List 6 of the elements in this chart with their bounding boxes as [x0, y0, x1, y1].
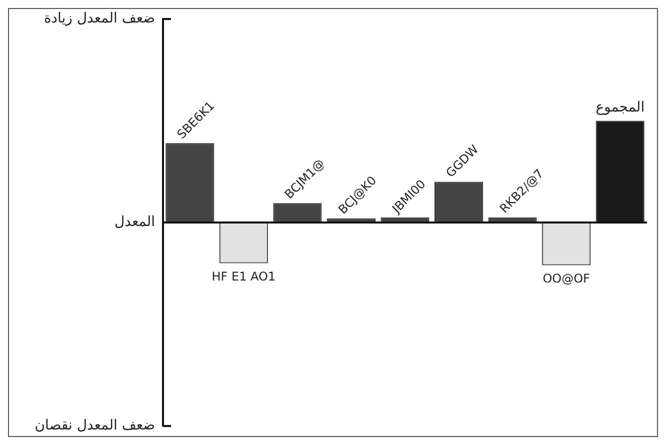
x-tick-label: المجموع: [596, 99, 645, 116]
text: ضعف المعدل نقصان: [34, 418, 155, 434]
text: ضعف المعدل زيادة: [44, 10, 155, 27]
text: المعدل: [114, 214, 155, 230]
x-tick-label: OO@OF: [542, 271, 590, 286]
x-tick-label: HF E1 AO1: [212, 269, 276, 284]
